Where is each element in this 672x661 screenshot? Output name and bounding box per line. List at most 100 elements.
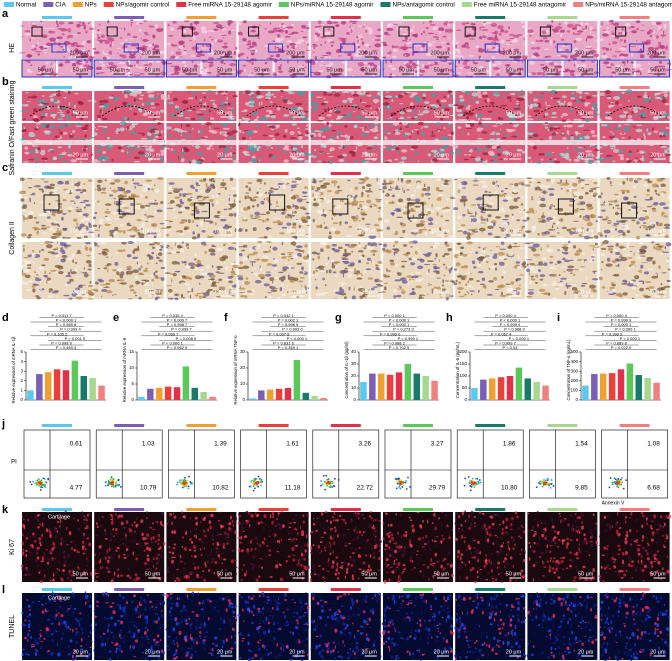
tissue-texture [272,246,278,251]
tissue-texture [584,22,590,25]
cartilage-band [455,140,526,145]
tissue-texture [57,203,63,205]
tissue-texture [362,90,366,95]
group-bar [403,16,433,19]
legend-swatch [278,2,289,7]
tissue-texture [126,254,132,258]
tissue-texture [523,38,525,40]
tissue-texture [252,205,255,208]
tissue-texture [526,104,530,107]
tissue-texture [183,228,188,231]
tissue-texture [121,204,126,207]
tissue-texture [125,268,132,270]
tissue-texture [36,296,41,300]
tissue-texture [196,259,201,264]
tissue-texture [141,102,145,106]
tissue-texture [360,101,367,104]
tissue-texture [129,288,135,292]
tissue-texture [38,99,43,103]
tissue-texture [398,285,402,288]
tissue-texture [132,182,140,185]
tissue-texture [373,136,379,140]
tissue-texture [604,157,607,161]
tissue-texture [79,65,84,70]
tissue-texture [392,22,400,24]
tissue-texture [122,194,128,198]
tissue-texture [388,201,396,205]
tissue-texture [117,229,123,233]
tissue-texture [525,115,532,118]
tissue-texture [476,156,480,158]
tissue-texture [330,259,336,263]
tissue-texture [281,179,287,182]
tissue-texture [36,74,42,76]
tissue-texture [91,288,99,292]
tissue-texture [545,101,547,105]
micrograph [274,60,309,77]
tissue-texture [360,98,362,103]
tissue-texture [572,57,577,60]
tissue-texture [182,69,187,74]
tissue-texture [60,109,62,113]
tissue-texture [421,126,423,130]
tissue-texture [480,199,483,201]
tissue-texture [145,179,153,182]
tissue-texture [203,292,210,297]
tissue-texture [613,146,616,150]
tissue-texture [190,118,196,121]
tissue-texture [443,145,449,149]
tissue-texture [286,40,293,43]
tissue-texture [196,195,203,198]
tissue-texture [126,126,130,131]
tissue-texture [100,26,104,29]
tissue-texture [196,234,200,239]
tissue-texture [621,132,624,134]
tissue-texture [134,203,142,205]
tissue-texture [503,30,509,33]
tissue-texture [663,93,669,98]
tissue-texture [168,220,174,223]
tissue-texture [125,154,132,156]
tissue-texture [328,123,332,128]
tissue-texture [282,150,287,153]
tissue-texture [187,230,192,233]
tissue-texture [632,97,638,100]
tissue-texture [646,31,651,35]
tissue-texture [29,23,37,25]
tissue-texture [287,255,292,258]
tissue-texture [383,31,389,35]
tissue-texture [364,43,370,47]
tissue-texture [517,149,523,152]
tissue-texture [378,108,381,112]
tissue-texture [342,153,348,157]
tissue-texture [402,229,406,234]
tissue-texture [175,51,182,56]
tissue-texture [146,43,153,48]
tissue-texture [243,69,246,72]
tissue-texture [288,211,293,215]
tissue-texture [591,102,598,107]
tissue-texture [107,19,109,23]
tissue-texture [279,287,283,292]
tissue-texture [113,218,119,220]
tissue-texture [500,104,508,107]
tissue-texture [323,126,331,131]
tissue-texture [193,258,197,261]
tissue-texture [143,31,149,35]
tissue-texture [385,91,390,93]
tissue-texture [533,95,540,98]
tissue-texture [593,53,600,58]
tissue-texture [226,96,228,101]
scale-label: 50 μm [399,67,415,73]
tissue-texture [412,64,420,67]
tissue-texture [654,97,662,100]
tissue-texture [141,133,146,136]
tissue-texture [41,232,48,234]
tissue-texture [211,202,214,207]
tissue-texture [88,179,93,182]
tissue-texture [303,152,311,157]
tissue-texture [154,96,161,99]
tissue-texture [553,126,559,128]
tissue-texture [104,210,111,214]
tissue-texture [95,51,99,54]
